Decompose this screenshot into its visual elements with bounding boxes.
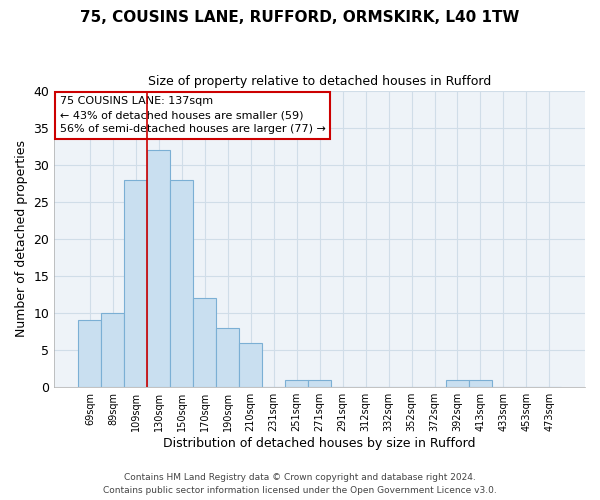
- Text: Contains HM Land Registry data © Crown copyright and database right 2024.
Contai: Contains HM Land Registry data © Crown c…: [103, 474, 497, 495]
- Bar: [216, 328, 239, 387]
- Bar: [308, 380, 331, 387]
- Bar: [79, 320, 101, 387]
- Y-axis label: Number of detached properties: Number of detached properties: [15, 140, 28, 338]
- X-axis label: Distribution of detached houses by size in Rufford: Distribution of detached houses by size …: [163, 437, 476, 450]
- Bar: [170, 180, 193, 387]
- Bar: [101, 313, 124, 387]
- Bar: [124, 180, 148, 387]
- Bar: [148, 150, 170, 387]
- Bar: [239, 342, 262, 387]
- Bar: [285, 380, 308, 387]
- Title: Size of property relative to detached houses in Rufford: Size of property relative to detached ho…: [148, 75, 491, 88]
- Bar: [469, 380, 492, 387]
- Bar: [193, 298, 216, 387]
- Text: 75, COUSINS LANE, RUFFORD, ORMSKIRK, L40 1TW: 75, COUSINS LANE, RUFFORD, ORMSKIRK, L40…: [80, 10, 520, 25]
- Bar: [446, 380, 469, 387]
- Text: 75 COUSINS LANE: 137sqm
← 43% of detached houses are smaller (59)
56% of semi-de: 75 COUSINS LANE: 137sqm ← 43% of detache…: [59, 96, 325, 134]
